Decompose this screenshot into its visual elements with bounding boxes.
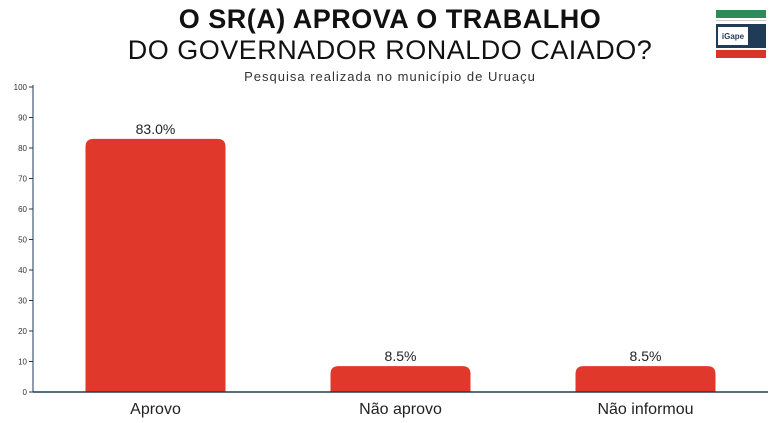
y-tick-label-100: 100 [14, 83, 28, 92]
data-label-0: 83.0% [136, 121, 176, 137]
logo-green-band [716, 10, 766, 18]
igape-logo: iGape [716, 10, 766, 60]
y-tick-label-70: 70 [18, 175, 27, 184]
y-tick-label-80: 80 [18, 144, 27, 153]
x-tick-label-1: Não aprovo [359, 401, 442, 418]
y-tick-label-60: 60 [18, 205, 27, 214]
y-tick-label-30: 30 [18, 297, 27, 306]
logo-red-band [716, 50, 766, 58]
bar-aprovo [85, 138, 226, 392]
chart-subtitle: Pesquisa realizada no município de Uruaç… [244, 69, 536, 84]
x-tick-label-0: Aprovo [130, 401, 181, 418]
logo-white-band [716, 20, 766, 24]
y-tick-label-40: 40 [18, 266, 27, 275]
y-tick-label-90: 90 [18, 114, 27, 123]
title-line-2: DO GOVERNADOR RONALDO CAIADO? [127, 35, 653, 65]
y-tick-label-50: 50 [18, 236, 27, 245]
x-tick-label-2: Não informou [597, 401, 693, 418]
data-label-1: 8.5% [385, 348, 417, 364]
bar-n-o-informou [575, 366, 716, 392]
title-line-1: O SR(A) APROVA O TRABALHO [178, 4, 602, 34]
data-label-2: 8.5% [630, 348, 662, 364]
y-tick-label-0: 0 [23, 388, 28, 397]
bar-n-o-aprovo [330, 366, 471, 392]
logo-text: iGape [718, 27, 748, 45]
y-tick-label-20: 20 [18, 327, 27, 336]
y-tick-label-10: 10 [18, 358, 27, 367]
